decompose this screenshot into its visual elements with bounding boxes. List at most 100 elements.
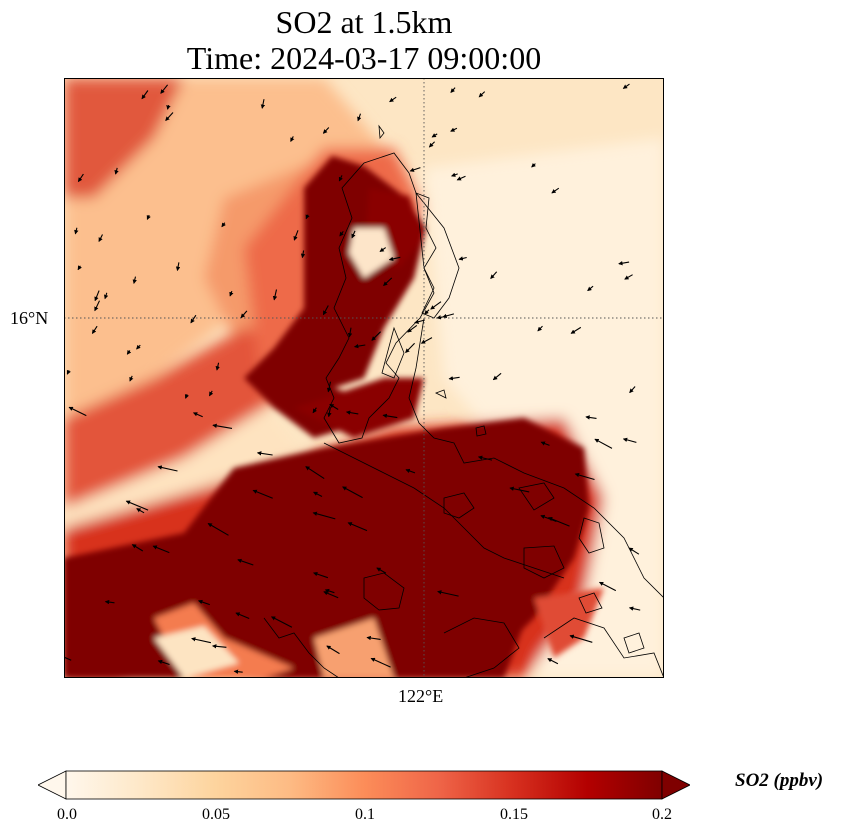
wind-arrow <box>629 386 636 394</box>
wind-arrow <box>509 486 530 493</box>
wind-arrow <box>184 393 189 399</box>
wind-arrow <box>409 167 421 172</box>
wind-arrow <box>587 285 594 292</box>
wind-arrow <box>477 455 493 461</box>
lat-tick-label: 16°N <box>10 308 49 328</box>
wind-arrow <box>94 290 100 302</box>
wind-arrow <box>252 489 273 499</box>
wind-arrow <box>431 133 438 138</box>
wind-arrow <box>327 407 332 418</box>
wind-arrow <box>347 522 368 532</box>
wind-arrow <box>624 274 633 280</box>
wind-arrow <box>212 423 233 429</box>
wind-arrow <box>211 644 227 649</box>
wind-arrow <box>190 314 197 324</box>
wind-arrow <box>622 83 630 89</box>
wind-arrow <box>622 437 637 443</box>
wind-arrow <box>594 438 613 449</box>
colorbar <box>38 770 690 800</box>
map-title-time: Time: 2024-03-17 09:00:00 <box>186 40 542 76</box>
wind-arrow <box>326 381 332 393</box>
wind-arrow <box>136 344 141 350</box>
wind-arrow <box>157 465 178 472</box>
wind-arrow <box>125 500 149 511</box>
wind-arrow <box>478 91 486 98</box>
wind-arrow <box>146 214 151 220</box>
wind-arrow <box>66 369 71 375</box>
wind-arrow <box>405 342 415 354</box>
wind-arrow <box>313 491 323 497</box>
wind-arrow <box>370 657 391 668</box>
wind-arrow <box>77 265 82 271</box>
wind-arrow <box>569 634 593 643</box>
wind-arrow <box>456 175 466 181</box>
wind-arrow <box>537 325 543 332</box>
wind-arrow <box>175 262 181 272</box>
wind-arrow <box>376 567 387 574</box>
wind-arrow <box>300 250 306 259</box>
colorbar-gradient <box>65 770 663 800</box>
wind-arrow <box>357 113 362 122</box>
wind-arrow <box>492 372 502 381</box>
wind-arrow <box>157 659 170 666</box>
wind-arrow <box>450 127 458 132</box>
wind-arrow <box>628 547 640 555</box>
wind-arrow <box>428 141 435 148</box>
wind-arrow <box>240 310 248 319</box>
wind-arrow <box>237 558 254 566</box>
so2-band-west <box>64 328 294 508</box>
wind-arrow <box>405 468 416 474</box>
wind-arrow <box>235 612 250 620</box>
wind-arrow <box>165 112 174 122</box>
wind-arrow <box>270 616 293 628</box>
colorbar-title: SO2 (ppbv) <box>735 770 824 791</box>
wind-arrow <box>322 127 330 134</box>
wind-arrow <box>442 313 455 319</box>
wind-arrow <box>414 319 425 324</box>
wind-arrow <box>371 331 381 341</box>
wind-arrow <box>366 635 381 641</box>
coastlines <box>263 124 664 678</box>
wind-arrow <box>551 187 560 194</box>
wind-arrow <box>420 337 433 344</box>
wind-arrow <box>490 271 498 280</box>
wind-arrow <box>91 325 98 335</box>
map-title-variable: SO2 at 1.5km <box>275 4 453 40</box>
wind-arrow <box>103 292 109 300</box>
wind-arrow <box>160 84 169 94</box>
wind-arrow <box>215 362 220 371</box>
wind-arrow <box>64 654 72 661</box>
colorbar-extend-high <box>661 770 690 800</box>
wind-arrow <box>98 234 103 243</box>
wind-arrow <box>407 324 418 333</box>
wind-arrow <box>126 349 132 355</box>
wind-arrow <box>547 516 570 527</box>
wind-arrow <box>585 415 597 420</box>
wind-arrow <box>293 230 299 241</box>
wind-arrow <box>424 309 430 315</box>
wind-arrow <box>430 301 442 310</box>
wind-arrow <box>342 486 363 499</box>
wind-arrow <box>152 545 170 554</box>
wind-arrow <box>379 247 387 252</box>
wind-arrow <box>198 599 210 606</box>
wind-arrow <box>312 407 317 414</box>
wind-arrow <box>312 511 336 520</box>
wind-arrow <box>353 343 366 349</box>
wind-arrow <box>628 606 641 611</box>
wind-arrow <box>598 581 617 592</box>
wind-arrow <box>256 451 273 456</box>
so2-low-region-east <box>424 138 664 678</box>
wind-arrow <box>166 104 171 110</box>
wind-arrow <box>450 87 456 93</box>
wind-arrow <box>382 413 398 419</box>
wind-arrow <box>290 136 295 143</box>
wind-arrow <box>618 261 630 266</box>
wind-arrow <box>77 173 84 183</box>
so2-concentration-map <box>64 78 664 678</box>
wind-arrow <box>221 222 226 228</box>
wind-arrow <box>129 375 134 382</box>
wind-arrow <box>345 410 359 415</box>
colorbar-tick-2: 0.1 <box>355 806 375 823</box>
colorbar-tick-4: 0.2 <box>652 806 672 823</box>
